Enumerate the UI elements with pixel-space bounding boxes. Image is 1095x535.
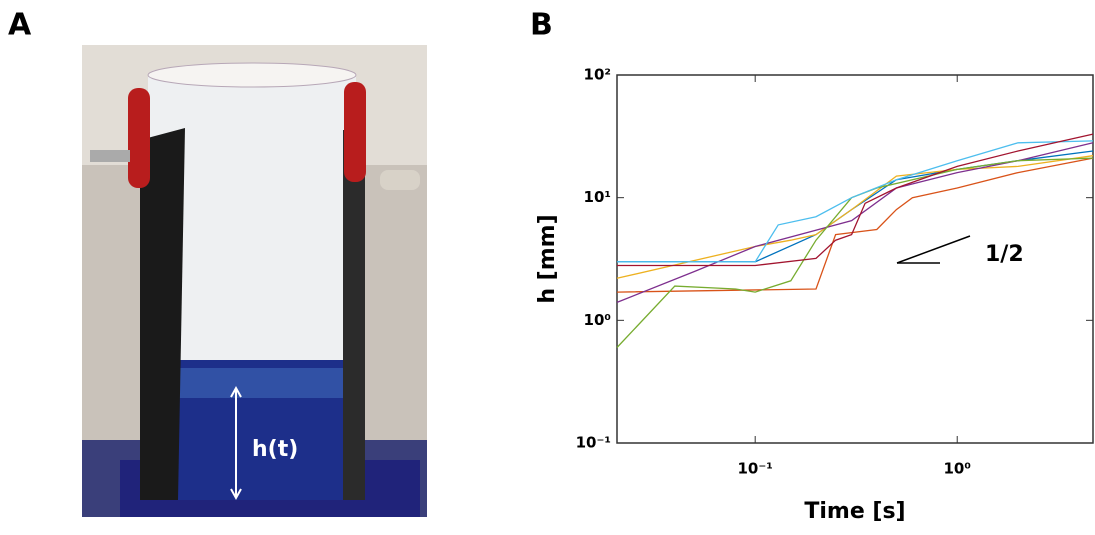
y-tick-label: 10⁻¹ bbox=[576, 434, 611, 452]
photo bbox=[82, 45, 427, 517]
y-tick-label: 10² bbox=[584, 66, 611, 84]
x-axis-label: Time [s] bbox=[804, 499, 905, 524]
x-tick-label: 10⁰ bbox=[943, 460, 970, 478]
slope-triangle bbox=[896, 235, 971, 264]
data-line bbox=[616, 157, 1094, 293]
y-tick-label: 10¹ bbox=[584, 188, 611, 206]
data-line bbox=[617, 133, 1094, 267]
data-line bbox=[616, 157, 1094, 348]
height-annotation: h(t) bbox=[252, 437, 298, 462]
data-line bbox=[616, 155, 1094, 279]
panel-label: A bbox=[8, 8, 32, 43]
data-line bbox=[617, 140, 1094, 263]
x-tick-label: 10⁻¹ bbox=[738, 460, 773, 478]
y-axis-label: h [mm] bbox=[535, 214, 560, 303]
panel-label: B bbox=[530, 8, 553, 43]
slope-label: 1/2 bbox=[985, 242, 1024, 267]
data-line bbox=[616, 142, 1094, 304]
y-tick-label: 10⁰ bbox=[584, 311, 611, 329]
plot-frame bbox=[616, 74, 1094, 444]
